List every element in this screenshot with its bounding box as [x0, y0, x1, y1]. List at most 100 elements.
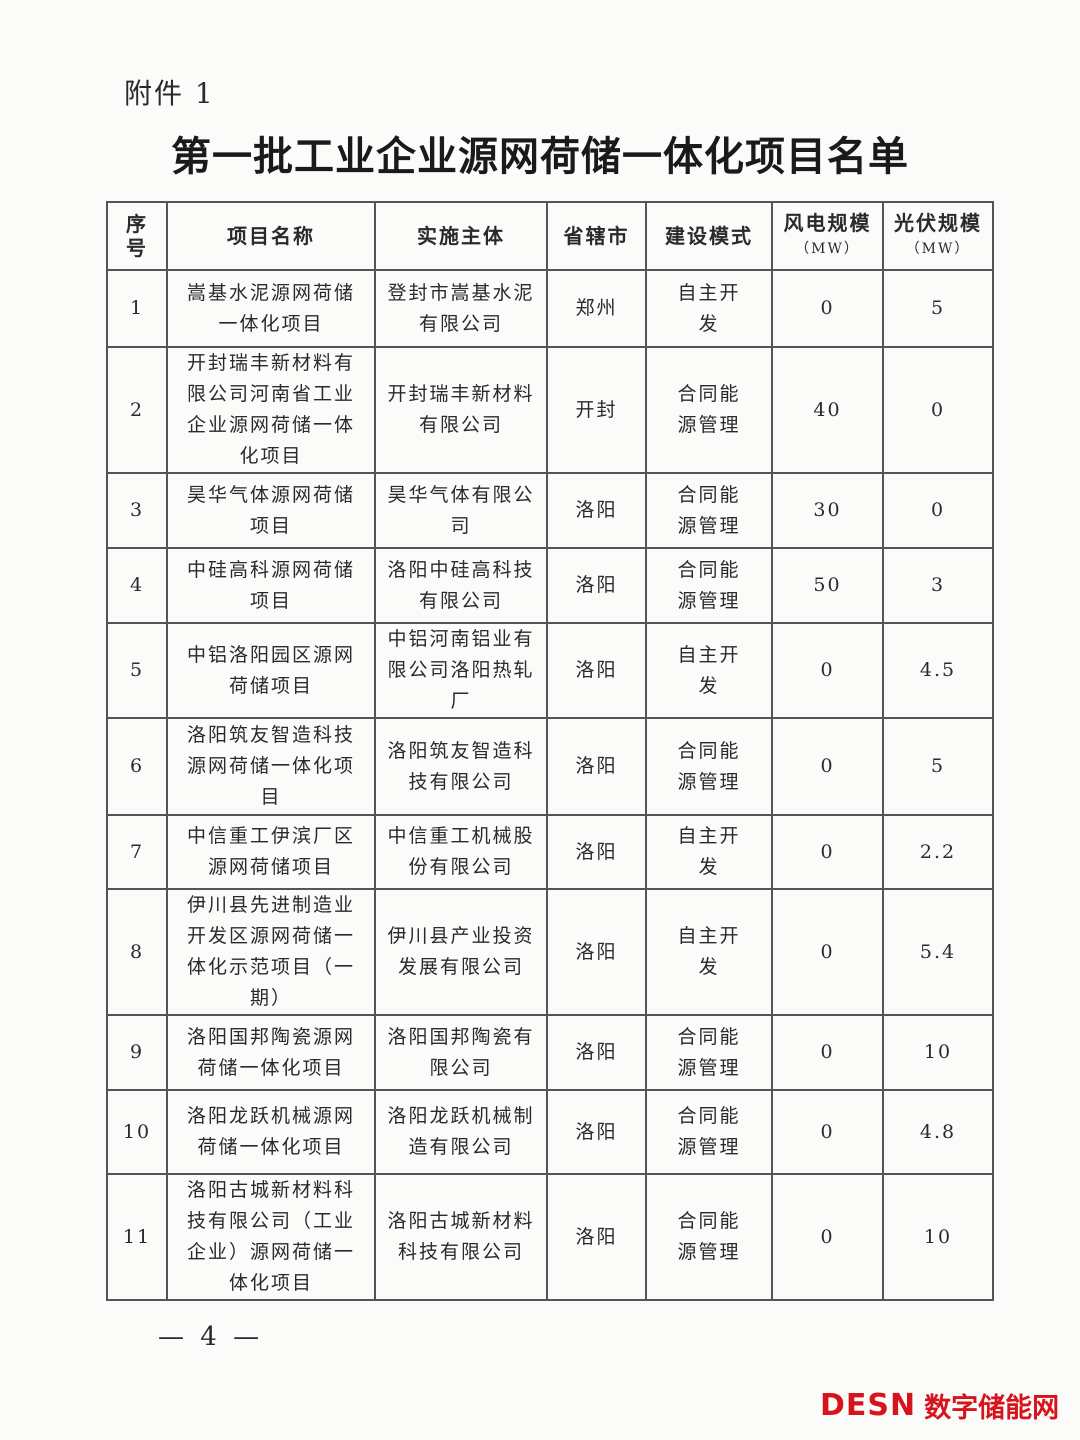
cell-subject: 昊华气体有限公司: [374, 472, 548, 549]
table-row: 3 昊华气体源网荷储项目 昊华气体有限公司 洛阳 合同能源管理 30 0: [106, 472, 994, 549]
cell-mode: 合同能源管理: [645, 346, 773, 474]
cell-city: 洛阳: [546, 1014, 647, 1091]
header-wind: 风电规模 （MW）: [771, 201, 884, 271]
cell-city: 洛阳: [546, 547, 647, 624]
cell-name: 开封瑞丰新材料有限公司河南省工业企业源网荷储一体化项目: [166, 346, 376, 474]
cell-mode: 合同能源管理: [645, 472, 773, 549]
table-header-row: 序号 项目名称 实施主体 省辖市 建设模式 风电规模 （MW） 光伏规模 （MW）: [106, 201, 994, 271]
cell-city: 洛阳: [546, 622, 647, 719]
cell-subject: 中铝河南铝业有限公司洛阳热轧厂: [374, 622, 548, 719]
attachment-label: 附件 1: [124, 77, 215, 110]
cell-city: 洛阳: [546, 1173, 647, 1301]
cell-city: 开封: [546, 346, 647, 474]
table-row: 1 嵩基水泥源网荷储一体化项目 登封市嵩基水泥有限公司 郑州 自主开发 0 5: [106, 269, 994, 348]
watermark-logo-cn: 数字储能网: [924, 1393, 1060, 1424]
cell-index: 11: [106, 1173, 168, 1301]
cell-pv: 0: [882, 472, 994, 549]
cell-mode: 自主开发: [645, 888, 773, 1016]
header-index: 序号: [106, 201, 168, 271]
header-subject: 实施主体: [374, 201, 548, 271]
cell-pv: 3: [882, 547, 994, 624]
cell-pv: 5: [882, 717, 994, 816]
project-table: 序号 项目名称 实施主体 省辖市 建设模式 风电规模 （MW） 光伏规模 （MW） …: [106, 201, 994, 1301]
table-row: 7 中信重工伊滨厂区源网荷储项目 中信重工机械股份有限公司 洛阳 自主开发 0 2.2: [106, 814, 994, 890]
cell-wind: 30: [771, 472, 884, 549]
cell-name: 洛阳龙跃机械源网荷储一体化项目: [166, 1089, 376, 1175]
table-row: 10 洛阳龙跃机械源网荷储一体化项目 洛阳龙跃机械制造有限公司 洛阳 合同能源管理 0 4.…: [106, 1089, 994, 1175]
table-row: 9 洛阳国邦陶瓷源网荷储一体化项目 洛阳国邦陶瓷有限公司 洛阳 合同能源管理 0 10: [106, 1014, 994, 1091]
cell-wind: 0: [771, 1014, 884, 1091]
cell-mode: 合同能源管理: [645, 1089, 773, 1175]
cell-subject: 洛阳中硅高科技有限公司: [374, 547, 548, 624]
header-pv-unit: （MW）: [905, 241, 971, 257]
watermark-logo-en: DESN: [820, 1388, 917, 1423]
cell-mode: 合同能源管理: [645, 717, 773, 816]
cell-mode: 合同能源管理: [645, 1014, 773, 1091]
table-row: 4 中硅高科源网荷储项目 洛阳中硅高科技有限公司 洛阳 合同能源管理 50 3: [106, 547, 994, 624]
table-row: 8 伊川县先进制造业开发区源网荷储一体化示范项目（一期） 伊川县产业投资发展有限公司…: [106, 888, 994, 1016]
cell-mode: 合同能源管理: [645, 547, 773, 624]
cell-index: 6: [106, 717, 168, 816]
cell-pv: 2.2: [882, 814, 994, 890]
cell-pv: 4.8: [882, 1089, 994, 1175]
cell-city: 郑州: [546, 269, 647, 348]
cell-wind: 0: [771, 269, 884, 348]
table-row: 11 洛阳古城新材料科技有限公司（工业企业）源网荷储一体化项目 洛阳古城新材料科技有…: [106, 1173, 994, 1301]
cell-wind: 0: [771, 1173, 884, 1301]
header-pv: 光伏规模 （MW）: [882, 201, 994, 271]
cell-index: 1: [106, 269, 168, 348]
header-wind-label: 风电规模: [783, 211, 872, 235]
page-number: — 4 —: [158, 1322, 264, 1352]
cell-subject: 开封瑞丰新材料有限公司: [374, 346, 548, 474]
cell-mode: 自主开发: [645, 814, 773, 890]
cell-name: 嵩基水泥源网荷储一体化项目: [166, 269, 376, 348]
table-row: 6 洛阳筑友智造科技源网荷储一体化项目 洛阳筑友智造科技有限公司 洛阳 合同能源管理 0 5: [106, 717, 994, 816]
header-wind-unit: （MW）: [795, 241, 860, 257]
header-city: 省辖市: [546, 201, 647, 271]
cell-pv: 10: [882, 1173, 994, 1301]
cell-index: 10: [106, 1089, 168, 1175]
cell-pv: 4.5: [882, 622, 994, 719]
cell-name: 中硅高科源网荷储项目: [166, 547, 376, 624]
cell-pv: 5: [882, 269, 994, 348]
cell-index: 8: [106, 888, 168, 1016]
cell-mode: 自主开发: [645, 622, 773, 719]
header-name: 项目名称: [166, 201, 376, 271]
table-row: 2 开封瑞丰新材料有限公司河南省工业企业源网荷储一体化项目 开封瑞丰新材料有限公司开…: [106, 346, 994, 474]
cell-subject: 伊川县产业投资发展有限公司: [374, 888, 548, 1016]
cell-index: 4: [106, 547, 168, 624]
cell-name: 洛阳筑友智造科技源网荷储一体化项目: [166, 717, 376, 816]
cell-name: 昊华气体源网荷储项目: [166, 472, 376, 549]
cell-pv: 5.4: [882, 888, 994, 1016]
cell-city: 洛阳: [546, 472, 647, 549]
cell-name: 中铝洛阳园区源网荷储项目: [166, 622, 376, 719]
cell-wind: 50: [771, 547, 884, 624]
cell-index: 7: [106, 814, 168, 890]
header-mode: 建设模式: [645, 201, 773, 271]
cell-index: 5: [106, 622, 168, 719]
cell-index: 3: [106, 472, 168, 549]
cell-index: 2: [106, 346, 168, 474]
cell-index: 9: [106, 1014, 168, 1091]
cell-wind: 0: [771, 814, 884, 890]
cell-mode: 自主开发: [645, 269, 773, 348]
cell-subject: 洛阳国邦陶瓷有限公司: [374, 1014, 548, 1091]
cell-subject: 洛阳龙跃机械制造有限公司: [374, 1089, 548, 1175]
cell-city: 洛阳: [546, 814, 647, 890]
cell-wind: 0: [771, 717, 884, 816]
cell-name: 洛阳国邦陶瓷源网荷储一体化项目: [166, 1014, 376, 1091]
cell-subject: 中信重工机械股份有限公司: [374, 814, 548, 890]
cell-city: 洛阳: [546, 717, 647, 816]
cell-subject: 洛阳古城新材料科技有限公司: [374, 1173, 548, 1301]
cell-wind: 0: [771, 1089, 884, 1175]
cell-subject: 洛阳筑友智造科技有限公司: [374, 717, 548, 816]
cell-name: 伊川县先进制造业开发区源网荷储一体化示范项目（一期）: [166, 888, 376, 1016]
cell-pv: 0: [882, 346, 994, 474]
cell-name: 中信重工伊滨厂区源网荷储项目: [166, 814, 376, 890]
document-title: 第一批工业企业源网荷储一体化项目名单: [171, 133, 909, 180]
cell-wind: 0: [771, 622, 884, 719]
cell-wind: 0: [771, 888, 884, 1016]
cell-name: 洛阳古城新材料科技有限公司（工业企业）源网荷储一体化项目: [166, 1173, 376, 1301]
cell-wind: 40: [771, 346, 884, 474]
cell-city: 洛阳: [546, 1089, 647, 1175]
